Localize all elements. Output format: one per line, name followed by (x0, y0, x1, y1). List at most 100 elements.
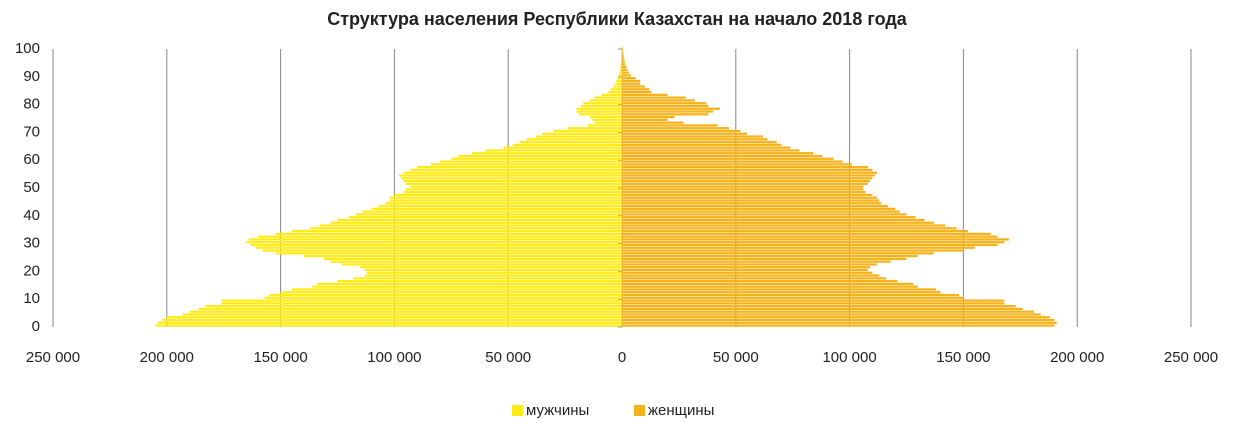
bar (269, 293, 622, 297)
bar (622, 218, 925, 222)
y-tick-label: 80 (23, 96, 40, 113)
bar (262, 249, 622, 252)
bar (471, 152, 622, 155)
bar (622, 54, 624, 58)
bar (622, 191, 866, 194)
bar (157, 321, 623, 324)
bar (622, 204, 889, 208)
bar (622, 77, 636, 80)
bar (622, 135, 764, 138)
bar (622, 268, 868, 272)
bar (590, 99, 622, 102)
bar (622, 316, 1050, 319)
bar (622, 252, 934, 255)
bar (622, 257, 907, 261)
bar (553, 129, 622, 133)
bar (371, 207, 622, 210)
bar (622, 293, 959, 297)
bar (348, 216, 622, 219)
bar (622, 232, 991, 235)
bar (622, 85, 645, 88)
bar (615, 82, 622, 85)
bar (622, 271, 873, 274)
legend-label: женщины (648, 402, 714, 419)
bar (398, 174, 622, 177)
bar (410, 168, 622, 172)
bar (155, 324, 623, 327)
bar (622, 157, 834, 160)
bar (620, 60, 622, 63)
bar (458, 154, 622, 158)
bar (622, 285, 918, 288)
bar (622, 115, 675, 119)
bar (451, 157, 622, 160)
y-tick-label: 40 (23, 207, 40, 224)
y-tick-label: 50 (23, 179, 40, 196)
bar (620, 65, 622, 69)
bar (385, 202, 622, 205)
x-tick-label: 50 000 (485, 349, 531, 366)
bar (622, 160, 843, 163)
bar (622, 241, 1005, 244)
bar (622, 63, 626, 66)
bar (622, 124, 718, 127)
bar (622, 274, 880, 277)
bar (622, 168, 873, 172)
bar (405, 182, 622, 185)
y-tick-label: 10 (23, 290, 40, 307)
bar (590, 115, 622, 119)
bar (622, 132, 748, 135)
bar (622, 118, 668, 122)
bar (303, 254, 622, 258)
x-tick-label: 0 (618, 349, 626, 366)
y-tick-label: 30 (23, 235, 40, 252)
bar (622, 138, 768, 141)
bar (587, 124, 622, 127)
bar (581, 104, 622, 108)
bar (417, 166, 622, 169)
bar (622, 149, 800, 152)
bar (255, 246, 622, 249)
bar (622, 74, 632, 77)
bar (162, 318, 623, 322)
bar (622, 110, 714, 113)
bar (360, 266, 622, 269)
bar (622, 310, 1034, 313)
bar (622, 193, 873, 197)
y-tick-label: 60 (23, 151, 40, 168)
bar (280, 291, 622, 294)
bar (410, 185, 622, 188)
bar (622, 102, 707, 105)
bar (430, 163, 622, 166)
bar (323, 257, 622, 261)
x-tick-label: 250 000 (26, 349, 80, 366)
bar (622, 202, 882, 205)
x-tick-label: 100 000 (367, 349, 421, 366)
y-tick-label: 70 (23, 123, 40, 140)
bar (317, 282, 622, 286)
x-tick-label: 100 000 (822, 349, 876, 366)
bar (622, 324, 1055, 327)
bar (622, 305, 1016, 308)
bar (622, 288, 937, 291)
bar (622, 171, 877, 174)
bar (403, 171, 622, 174)
bar (622, 143, 782, 147)
bar (619, 71, 622, 74)
bar (439, 160, 622, 163)
bar (291, 288, 622, 291)
bar (622, 99, 695, 102)
bar (622, 263, 877, 266)
legend-swatch (634, 405, 645, 416)
bar (622, 93, 668, 96)
bar (622, 79, 641, 83)
bar (622, 107, 720, 110)
bar (622, 291, 941, 294)
bar (622, 49, 623, 52)
bar (622, 238, 1009, 241)
bar (622, 127, 729, 130)
bar (622, 146, 791, 149)
bar (622, 71, 629, 74)
x-tick-label: 150 000 (936, 349, 990, 366)
